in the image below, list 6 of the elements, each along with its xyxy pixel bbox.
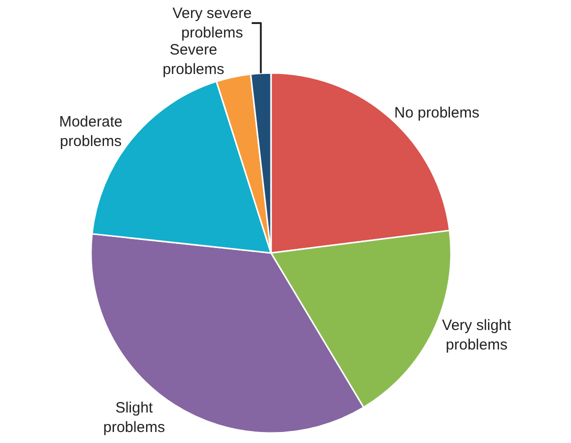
- slice-label: Severe problems: [162, 41, 224, 78]
- slice-label: Very severe problems: [172, 4, 252, 42]
- slice-label: Very slight problems: [442, 316, 512, 354]
- slice-label: Slight problems: [103, 399, 165, 436]
- slice-label: No problems: [394, 104, 480, 122]
- slice-label: Moderate problems: [59, 114, 122, 150]
